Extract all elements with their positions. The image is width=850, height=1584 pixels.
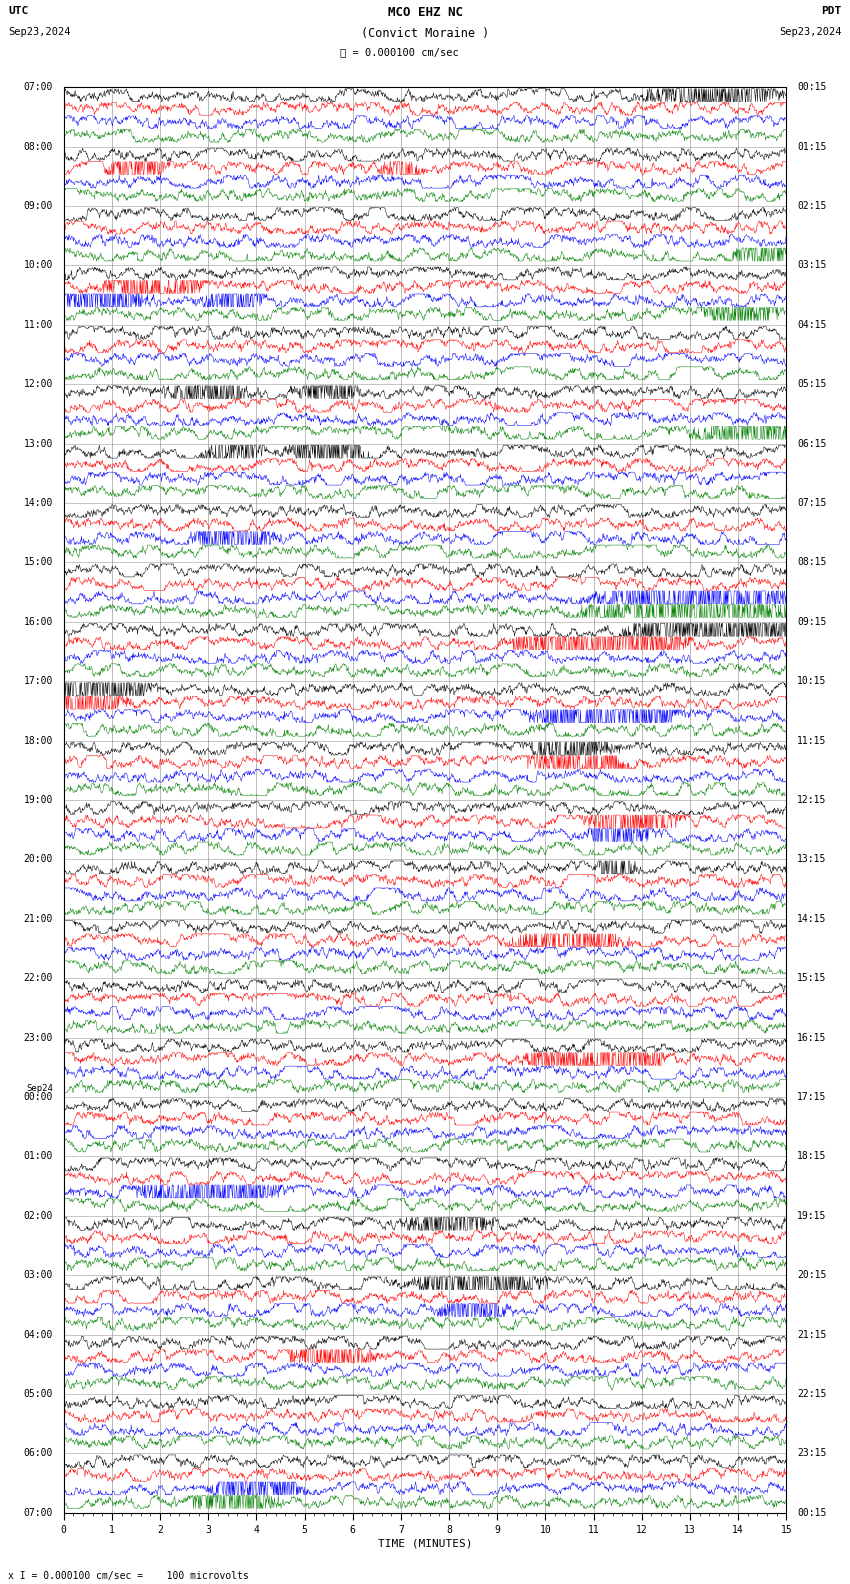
- Text: 18:00: 18:00: [24, 735, 53, 746]
- Text: 09:15: 09:15: [797, 616, 826, 627]
- Text: 23:15: 23:15: [797, 1448, 826, 1459]
- Text: 13:15: 13:15: [797, 854, 826, 865]
- Text: 11:00: 11:00: [24, 320, 53, 329]
- Text: 12:00: 12:00: [24, 379, 53, 390]
- Text: 00:15: 00:15: [797, 1508, 826, 1517]
- Text: 18:15: 18:15: [797, 1152, 826, 1161]
- X-axis label: TIME (MINUTES): TIME (MINUTES): [377, 1538, 473, 1549]
- Text: 02:15: 02:15: [797, 201, 826, 211]
- Text: 01:15: 01:15: [797, 141, 826, 152]
- Text: Sep23,2024: Sep23,2024: [8, 27, 71, 36]
- Text: 05:15: 05:15: [797, 379, 826, 390]
- Text: 07:15: 07:15: [797, 497, 826, 508]
- Text: 01:00: 01:00: [24, 1152, 53, 1161]
- Text: 03:00: 03:00: [24, 1270, 53, 1280]
- Text: 07:00: 07:00: [24, 82, 53, 92]
- Text: 15:15: 15:15: [797, 973, 826, 984]
- Text: 00:15: 00:15: [797, 82, 826, 92]
- Text: 02:00: 02:00: [24, 1210, 53, 1221]
- Text: 08:15: 08:15: [797, 558, 826, 567]
- Text: 08:00: 08:00: [24, 141, 53, 152]
- Text: 16:00: 16:00: [24, 616, 53, 627]
- Text: 17:15: 17:15: [797, 1091, 826, 1102]
- Text: PDT: PDT: [821, 6, 842, 16]
- Text: 23:00: 23:00: [24, 1033, 53, 1042]
- Text: 03:15: 03:15: [797, 260, 826, 271]
- Text: 16:15: 16:15: [797, 1033, 826, 1042]
- Text: 06:00: 06:00: [24, 1448, 53, 1459]
- Text: 20:00: 20:00: [24, 854, 53, 865]
- Text: 14:00: 14:00: [24, 497, 53, 508]
- Text: Sep23,2024: Sep23,2024: [779, 27, 842, 36]
- Text: 20:15: 20:15: [797, 1270, 826, 1280]
- Text: 22:15: 22:15: [797, 1389, 826, 1399]
- Text: 15:00: 15:00: [24, 558, 53, 567]
- Text: 19:15: 19:15: [797, 1210, 826, 1221]
- Text: 17:00: 17:00: [24, 676, 53, 686]
- Text: 12:15: 12:15: [797, 795, 826, 805]
- Text: 06:15: 06:15: [797, 439, 826, 448]
- Text: 21:15: 21:15: [797, 1329, 826, 1340]
- Text: 13:00: 13:00: [24, 439, 53, 448]
- Text: 10:15: 10:15: [797, 676, 826, 686]
- Text: 04:15: 04:15: [797, 320, 826, 329]
- Text: UTC: UTC: [8, 6, 29, 16]
- Text: 21:00: 21:00: [24, 914, 53, 923]
- Text: 04:00: 04:00: [24, 1329, 53, 1340]
- Text: 05:00: 05:00: [24, 1389, 53, 1399]
- Text: ⎴ = 0.000100 cm/sec: ⎴ = 0.000100 cm/sec: [340, 48, 459, 57]
- Text: 11:15: 11:15: [797, 735, 826, 746]
- Text: Sep24: Sep24: [26, 1083, 53, 1093]
- Text: x I = 0.000100 cm/sec =    100 microvolts: x I = 0.000100 cm/sec = 100 microvolts: [8, 1571, 249, 1581]
- Text: 22:00: 22:00: [24, 973, 53, 984]
- Text: 10:00: 10:00: [24, 260, 53, 271]
- Text: 09:00: 09:00: [24, 201, 53, 211]
- Text: 07:00: 07:00: [24, 1508, 53, 1517]
- Text: MCO EHZ NC: MCO EHZ NC: [388, 6, 462, 19]
- Text: 14:15: 14:15: [797, 914, 826, 923]
- Text: 19:00: 19:00: [24, 795, 53, 805]
- Text: (Convict Moraine ): (Convict Moraine ): [361, 27, 489, 40]
- Text: 00:00: 00:00: [24, 1091, 53, 1102]
